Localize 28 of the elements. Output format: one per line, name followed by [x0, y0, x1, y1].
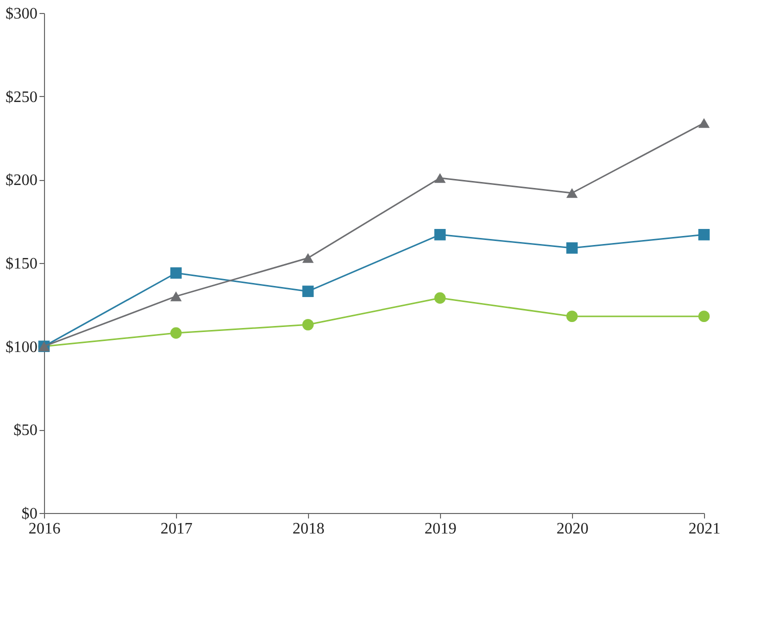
point [566, 188, 578, 198]
point [698, 118, 710, 128]
point [170, 291, 182, 302]
y-tick-label: $50 [14, 422, 38, 440]
point [698, 228, 710, 240]
point [302, 318, 314, 330]
point [434, 292, 446, 304]
point [302, 253, 314, 263]
point [566, 310, 578, 322]
y-tick-label: $0 [22, 506, 38, 522]
point [434, 173, 446, 183]
point [302, 286, 314, 298]
y-tick-label: $250 [6, 88, 38, 106]
point [170, 267, 182, 279]
point [566, 242, 578, 254]
point [434, 228, 446, 240]
y-tick-label: $150 [6, 256, 38, 272]
point [698, 310, 710, 322]
x-tick-label: 2017 [160, 520, 192, 538]
y-tick-label: $200 [6, 172, 38, 190]
point [170, 327, 182, 339]
x-tick-label: 2018 [292, 520, 324, 538]
x-tick-label: 2016 [28, 520, 60, 538]
y-tick-label: $300 [6, 6, 38, 22]
y-tick-label: $100 [6, 338, 38, 356]
x-tick-label: 2021 [688, 520, 720, 538]
x-tick-label: 2019 [424, 520, 456, 538]
x-tick-label: 2020 [556, 520, 588, 538]
